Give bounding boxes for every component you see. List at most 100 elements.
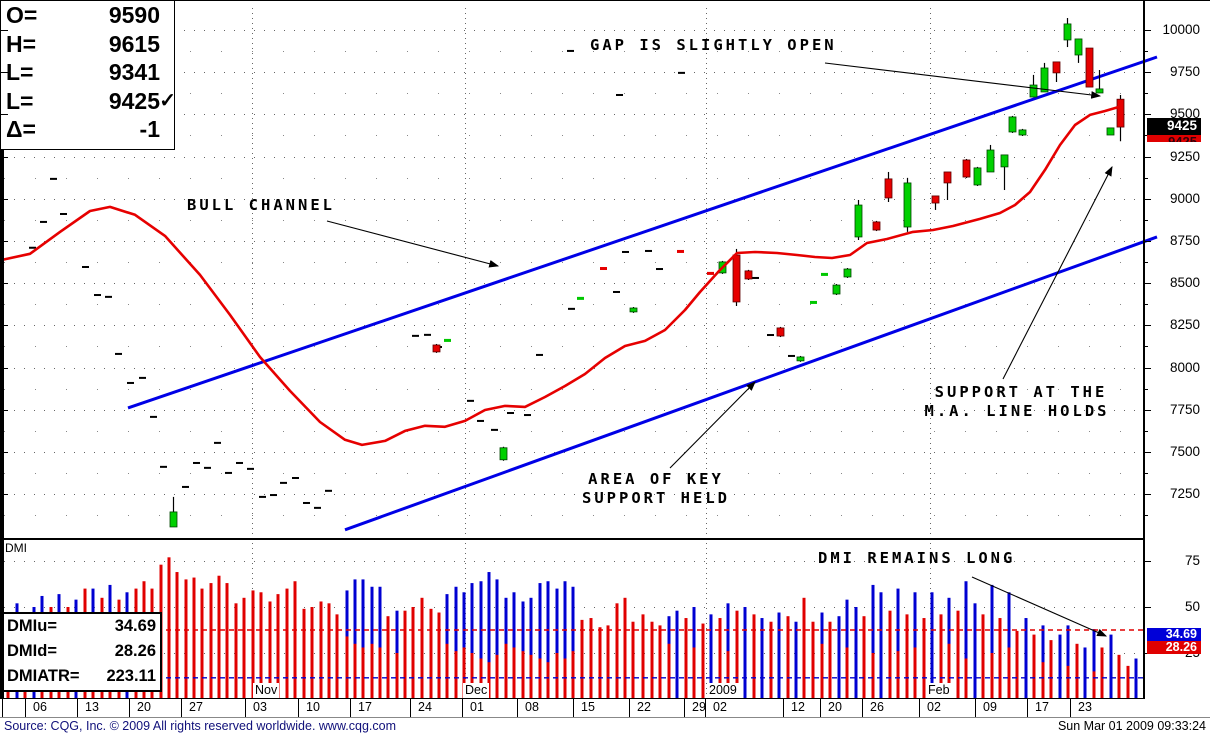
doji-mark	[259, 495, 266, 498]
candle-body	[843, 268, 852, 278]
date-cell[interactable]: 26	[862, 699, 919, 717]
date-cell[interactable]: 22	[629, 699, 684, 717]
candle-body	[1095, 88, 1104, 94]
doji-mark	[236, 461, 243, 464]
dmi-bar-red-bottom	[964, 658, 968, 698]
doji-mark	[524, 414, 531, 417]
gridline	[4, 262, 1143, 263]
date-cell[interactable]: 27	[181, 699, 245, 717]
date-cell[interactable]: 24	[410, 699, 462, 717]
date-cell[interactable]: 23	[1070, 699, 1143, 717]
date-cell[interactable]: 03	[245, 699, 298, 717]
left-axis-tick	[0, 452, 8, 453]
dmi-bar	[837, 616, 841, 698]
candle-body	[931, 195, 940, 204]
left-axis-tick	[0, 283, 8, 285]
candle-body	[1116, 98, 1125, 128]
left-axis-tick	[0, 325, 8, 327]
dmi-bar	[370, 586, 374, 698]
dmi-bar	[302, 608, 306, 698]
dmi-bar-red-bottom	[1007, 647, 1011, 698]
date-cell[interactable]: 10	[298, 699, 350, 717]
doji-mark	[752, 276, 759, 279]
low-row: L= 9341	[1, 58, 174, 87]
dmi-bar	[175, 572, 179, 698]
gridline	[4, 304, 1143, 306]
dmi-bar-red-bottom	[504, 643, 508, 698]
dmi-bar-red-bottom	[692, 647, 696, 698]
dmi-bar	[641, 614, 645, 698]
date-cell[interactable]: 02	[705, 699, 783, 717]
left-axis-tick	[0, 241, 8, 242]
price-axis-label: 8250	[1169, 317, 1200, 333]
candle-body	[1018, 129, 1027, 136]
dmi-bar	[546, 581, 550, 698]
date-cell[interactable]: 02	[919, 699, 975, 717]
dmi-bar	[760, 618, 764, 698]
dmi-bar-red-bottom	[378, 647, 382, 698]
date-cell[interactable]: 09	[975, 699, 1027, 717]
doji-mark	[314, 506, 321, 509]
dmi-bar	[1032, 634, 1036, 698]
month-label: Dec	[463, 683, 490, 698]
date-cell[interactable]: 15	[573, 699, 629, 717]
gridline	[4, 452, 1143, 453]
dmi-bar	[1126, 665, 1130, 698]
dmiatr-row: DMIATR= 223.11	[4, 664, 160, 689]
low-value: 9341	[108, 59, 160, 85]
dmi-bar	[353, 579, 357, 698]
candle-body	[432, 344, 441, 353]
date-cell[interactable]: 20	[820, 699, 862, 717]
date-cell[interactable]: 08	[517, 699, 573, 717]
date-cell[interactable]: 29	[684, 699, 706, 717]
date-cell[interactable]: 01	[462, 699, 517, 717]
dmi-bar-red-bottom	[487, 662, 491, 698]
dmi-bar	[1066, 625, 1070, 698]
gridline	[4, 346, 1143, 348]
dmi-bar	[184, 579, 188, 698]
date-cell[interactable]	[2, 699, 25, 717]
dmi-bar	[259, 592, 263, 698]
dmi-axis-label: 50	[1184, 599, 1200, 614]
date-cell[interactable]: 17	[350, 699, 410, 717]
doji-mark	[507, 412, 514, 415]
dmiatr-value: 223.11	[106, 667, 156, 685]
dmi-bar-red-bottom	[345, 636, 349, 698]
left-axis-tick	[0, 367, 8, 369]
dmi-bar-red-bottom	[529, 654, 533, 698]
date-cell[interactable]: 13	[77, 699, 129, 717]
doji-mark	[127, 381, 134, 384]
month-gridline	[706, 8, 707, 698]
dmi-bar-red-bottom	[845, 647, 849, 698]
candle-body	[1029, 84, 1038, 98]
dmi-bar-red-bottom	[726, 651, 730, 698]
date-cell[interactable]: 17	[1027, 699, 1070, 717]
dmi-bar	[285, 588, 289, 698]
dmi-bar-red-bottom	[445, 643, 449, 698]
open-label: O=	[6, 2, 38, 28]
net-change-value: -1	[139, 116, 160, 142]
doji-mark	[204, 466, 211, 469]
date-cell[interactable]: 06	[25, 699, 77, 717]
dmi-bar	[1075, 643, 1079, 698]
candle-body	[1063, 23, 1072, 41]
dmi-bar	[811, 621, 815, 698]
dmi-bar	[454, 586, 458, 698]
dmi-bar	[623, 597, 627, 698]
axis-tick	[1145, 367, 1151, 369]
date-cell[interactable]: 12	[783, 699, 820, 717]
dmi-bar	[1015, 630, 1019, 698]
high-value: 9615	[108, 30, 160, 57]
date-cell[interactable]: 20	[129, 699, 181, 717]
month-label: Feb	[926, 683, 952, 698]
doji-mark	[600, 267, 607, 271]
left-axis-tick	[0, 72, 8, 74]
doji-mark	[325, 489, 332, 492]
dmiatr-label: DMIATR=	[7, 667, 80, 685]
bull-channel-arrow	[326, 220, 500, 268]
doji-mark	[491, 428, 498, 431]
doji-mark	[40, 220, 47, 223]
date-axis[interactable]: 06 13 20 27 03 10 17 24 01 08 15 22 29 02 12 20 26 02 09 17…	[0, 699, 1145, 717]
gridline	[4, 561, 1143, 562]
